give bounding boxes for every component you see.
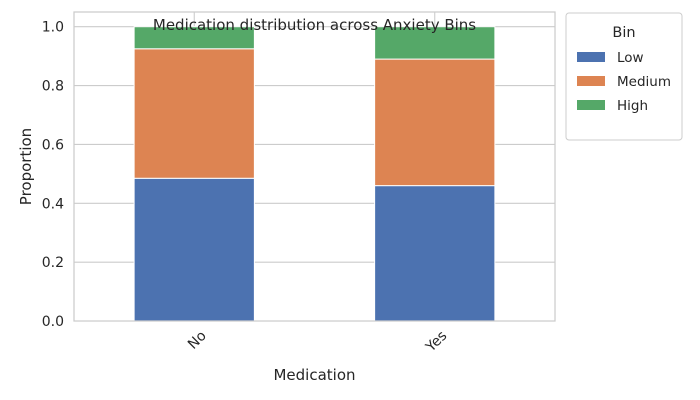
legend-title: Bin — [612, 25, 635, 41]
legend-items: Low Medium High — [577, 50, 671, 114]
x-tick-label: Yes — [422, 328, 450, 356]
plot-frame — [73, 11, 556, 322]
bar-yes-low — [374, 185, 496, 322]
bar-yes-medium — [374, 58, 496, 187]
x-axis-label: Medication — [273, 366, 355, 384]
legend-swatch-high — [577, 100, 605, 110]
legend-label-low: Low — [617, 50, 644, 66]
legend-swatch-low — [577, 52, 605, 62]
y-axis-label: Proportion — [17, 128, 35, 205]
bar-no-medium — [133, 48, 255, 179]
y-tick-label: 0.2 — [42, 255, 64, 271]
x-tick-labels: No Yes — [185, 328, 450, 356]
bars — [133, 26, 496, 322]
legend-label-high: High — [617, 98, 648, 114]
x-tick-label: No — [185, 328, 210, 353]
bar-no-high — [133, 26, 255, 50]
bar-yes-high — [374, 26, 496, 60]
bar-no-low — [133, 177, 255, 322]
y-tick-label: 1.0 — [42, 20, 64, 36]
y-tick-label: 0.6 — [42, 137, 64, 153]
chart-title: Medication distribution across Anxiety B… — [153, 16, 476, 34]
legend-swatch-medium — [577, 76, 605, 86]
y-tick-labels: 0.0 0.2 0.4 0.6 0.8 1.0 — [42, 20, 64, 330]
y-tick-label: 0.8 — [42, 79, 64, 95]
legend-label-medium: Medium — [617, 74, 671, 90]
y-tick-label: 0.0 — [42, 314, 64, 330]
legend: Bin Low Medium High — [565, 12, 683, 141]
y-tick-label: 0.4 — [42, 196, 64, 212]
